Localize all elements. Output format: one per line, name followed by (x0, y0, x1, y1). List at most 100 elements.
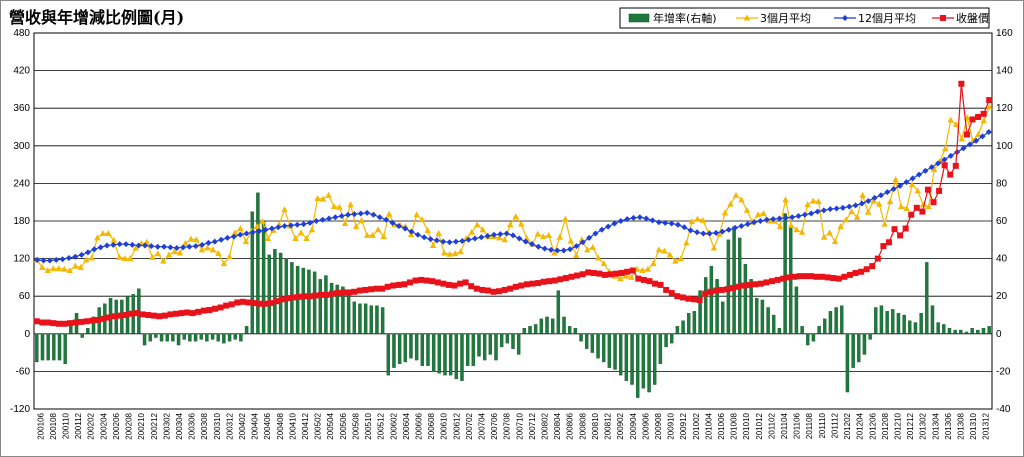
square-point (484, 287, 491, 294)
square-point (145, 312, 152, 318)
yoy-bar (670, 333, 674, 344)
diamond-point (262, 226, 269, 233)
yoy-bar (437, 333, 442, 374)
square-point (535, 280, 542, 287)
triangle-point (297, 229, 305, 236)
x-tick-label: 200710 (515, 412, 524, 439)
x-tick-label: 201210 (893, 412, 902, 439)
triangle-point (859, 191, 866, 198)
square-point (367, 286, 374, 293)
diamond-point (103, 242, 110, 249)
right-tick-label: 60 (996, 216, 1008, 227)
triangle-point (512, 213, 519, 220)
triangle-point (562, 215, 569, 222)
yoy-bar (522, 328, 527, 334)
triangle-point (479, 226, 486, 233)
yoy-bar (613, 333, 617, 370)
diamond-point (605, 223, 612, 230)
yoy-bar (341, 286, 345, 334)
diamond-point (782, 214, 789, 221)
diamond-point (541, 245, 548, 252)
diamond-point (630, 214, 637, 221)
square-point (340, 289, 347, 296)
diamond-point (440, 238, 447, 245)
square-point (278, 296, 285, 303)
square-point (501, 286, 508, 293)
triangle-point (567, 237, 575, 244)
square-point (122, 312, 129, 318)
square-point (674, 293, 681, 300)
square-point (601, 271, 608, 278)
yoy-bar (46, 333, 50, 361)
yoy-bar (851, 333, 855, 368)
triangle-point (242, 238, 250, 245)
triangle-point (975, 131, 982, 138)
right-tick-label: 100 (996, 141, 1013, 152)
triangle-point (176, 249, 184, 256)
triangle-point (330, 203, 338, 210)
x-tick-label: 200402 (238, 412, 247, 439)
triangle-point (947, 116, 954, 123)
yoy-bar (857, 333, 861, 363)
yoy-bar (704, 277, 708, 334)
yoy-bar (692, 311, 697, 334)
diamond-point (719, 228, 726, 235)
yoy-bar (205, 333, 209, 342)
triangle-point (319, 195, 327, 202)
x-tick-label: 200610 (440, 412, 449, 439)
square-point (691, 296, 698, 303)
x-tick-label: 200906 (641, 412, 650, 439)
yoy-bar (516, 333, 521, 355)
diamond-point (941, 156, 948, 163)
square-point (523, 281, 530, 288)
diamond-point (287, 222, 294, 229)
diamond-point (294, 221, 301, 228)
x-tick-label: 200604 (402, 412, 411, 439)
triangle-point (457, 248, 464, 255)
triangle-point (187, 235, 195, 242)
yoy-bar (443, 333, 447, 376)
triangle-point (826, 229, 833, 236)
square-point (106, 314, 113, 321)
square-point (640, 276, 647, 283)
diamond-point (573, 243, 580, 250)
x-tick-label: 200708 (503, 412, 512, 439)
yoy-bar (397, 333, 402, 365)
x-tick-label: 201008 (730, 412, 739, 439)
yoy-bar (40, 333, 45, 361)
diamond-point (370, 211, 377, 218)
yoy-bar (375, 305, 379, 334)
x-tick-label: 200204 (99, 412, 108, 439)
triangle-point (132, 244, 140, 251)
diamond-point (579, 239, 586, 246)
triangle-point (914, 187, 921, 194)
x-tick-label: 200706 (490, 412, 499, 439)
yoy-bar (550, 318, 555, 334)
series-line (37, 131, 990, 262)
yoy-bar (556, 290, 561, 334)
yoy-bar (261, 220, 266, 334)
yoy-bar (947, 328, 952, 334)
diamond-point (395, 223, 402, 230)
diamond-point (452, 238, 459, 245)
square-point (802, 273, 809, 280)
yoy-bar (806, 333, 810, 346)
diamond-point (510, 232, 516, 239)
left-tick-label: 60 (19, 291, 31, 302)
triangle-point (193, 236, 200, 243)
triangle-point (573, 251, 580, 258)
diamond-point (180, 244, 187, 251)
diamond-point (256, 228, 263, 235)
x-tick-label: 200302 (162, 412, 171, 439)
left-tick-label: 120 (13, 254, 30, 265)
x-tick-label: 200502 (314, 412, 323, 439)
yoy-bar (448, 333, 453, 376)
yoy-bar (244, 326, 249, 334)
yoy-bar (658, 333, 663, 365)
yoy-bar (227, 333, 232, 342)
square-point (540, 278, 547, 285)
yoy-bar (511, 333, 515, 349)
yoy-bar (874, 307, 878, 334)
right-tick-label: -20 (996, 366, 1011, 377)
square-point (117, 312, 124, 319)
